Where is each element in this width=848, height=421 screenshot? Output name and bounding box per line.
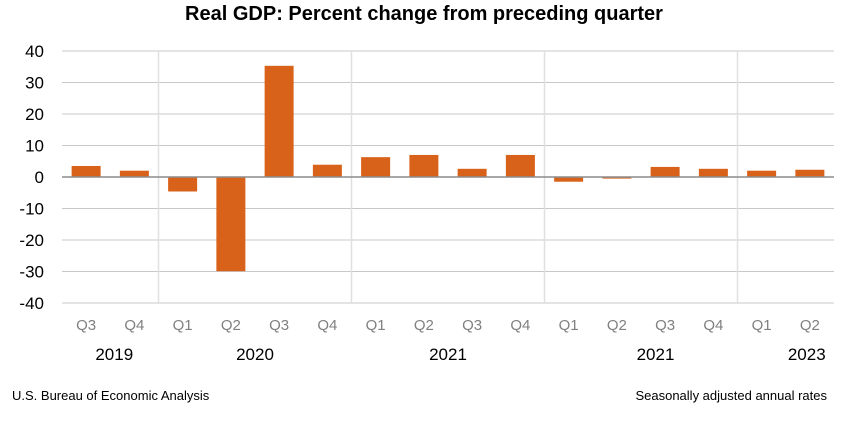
- x-tick-label: Q2: [607, 317, 627, 334]
- bar: [795, 169, 825, 177]
- y-tick-label: -40: [19, 294, 44, 313]
- bar: [119, 170, 149, 177]
- x-tick-label: Q3: [462, 317, 482, 334]
- year-label: 2023: [788, 345, 826, 364]
- year-label: 2021: [429, 345, 467, 364]
- year-label: 2020: [236, 345, 274, 364]
- bar: [457, 168, 487, 177]
- bar: [602, 177, 632, 179]
- bar: [650, 166, 680, 177]
- x-tick-label: Q1: [366, 317, 386, 334]
- x-tick-label: Q3: [655, 317, 675, 334]
- bar: [505, 154, 535, 177]
- bar: [71, 165, 101, 177]
- x-tick-label: Q3: [269, 317, 289, 334]
- rates-note: Seasonally adjusted annual rates: [635, 388, 827, 403]
- chart-title: Real GDP: Percent change from preceding …: [185, 3, 663, 25]
- x-tick-label: Q4: [124, 317, 144, 334]
- y-tick-label: 40: [25, 42, 44, 61]
- x-tick-label: Q4: [510, 317, 530, 334]
- year-label: 2019: [95, 345, 133, 364]
- source-note: U.S. Bureau of Economic Analysis: [12, 388, 210, 403]
- x-tick-label: Q1: [559, 317, 579, 334]
- x-tick-label: Q4: [703, 317, 723, 334]
- x-tick-label: Q2: [800, 317, 820, 334]
- y-tick-label: 20: [25, 105, 44, 124]
- bar: [747, 170, 777, 177]
- bar: [168, 177, 198, 192]
- bar: [264, 65, 294, 177]
- y-tick-label: 0: [35, 168, 44, 187]
- bar: [698, 168, 728, 177]
- x-tick-label: Q3: [76, 317, 96, 334]
- y-tick-label: -10: [19, 200, 44, 219]
- x-tick-label: Q4: [317, 317, 337, 334]
- y-tick-label: -30: [19, 263, 44, 282]
- bar: [409, 154, 439, 177]
- x-tick-label: Q2: [221, 317, 241, 334]
- bar: [312, 164, 342, 177]
- x-tick-label: Q2: [414, 317, 434, 334]
- x-tick-label: Q1: [752, 317, 772, 334]
- y-tick-label: -20: [19, 231, 44, 250]
- x-tick-label: Q1: [173, 317, 193, 334]
- y-tick-label: 30: [25, 74, 44, 93]
- bar: [361, 157, 391, 177]
- y-tick-label: 10: [25, 137, 44, 156]
- year-label: 2021: [637, 345, 675, 364]
- bar: [554, 177, 584, 182]
- bar: [216, 177, 246, 272]
